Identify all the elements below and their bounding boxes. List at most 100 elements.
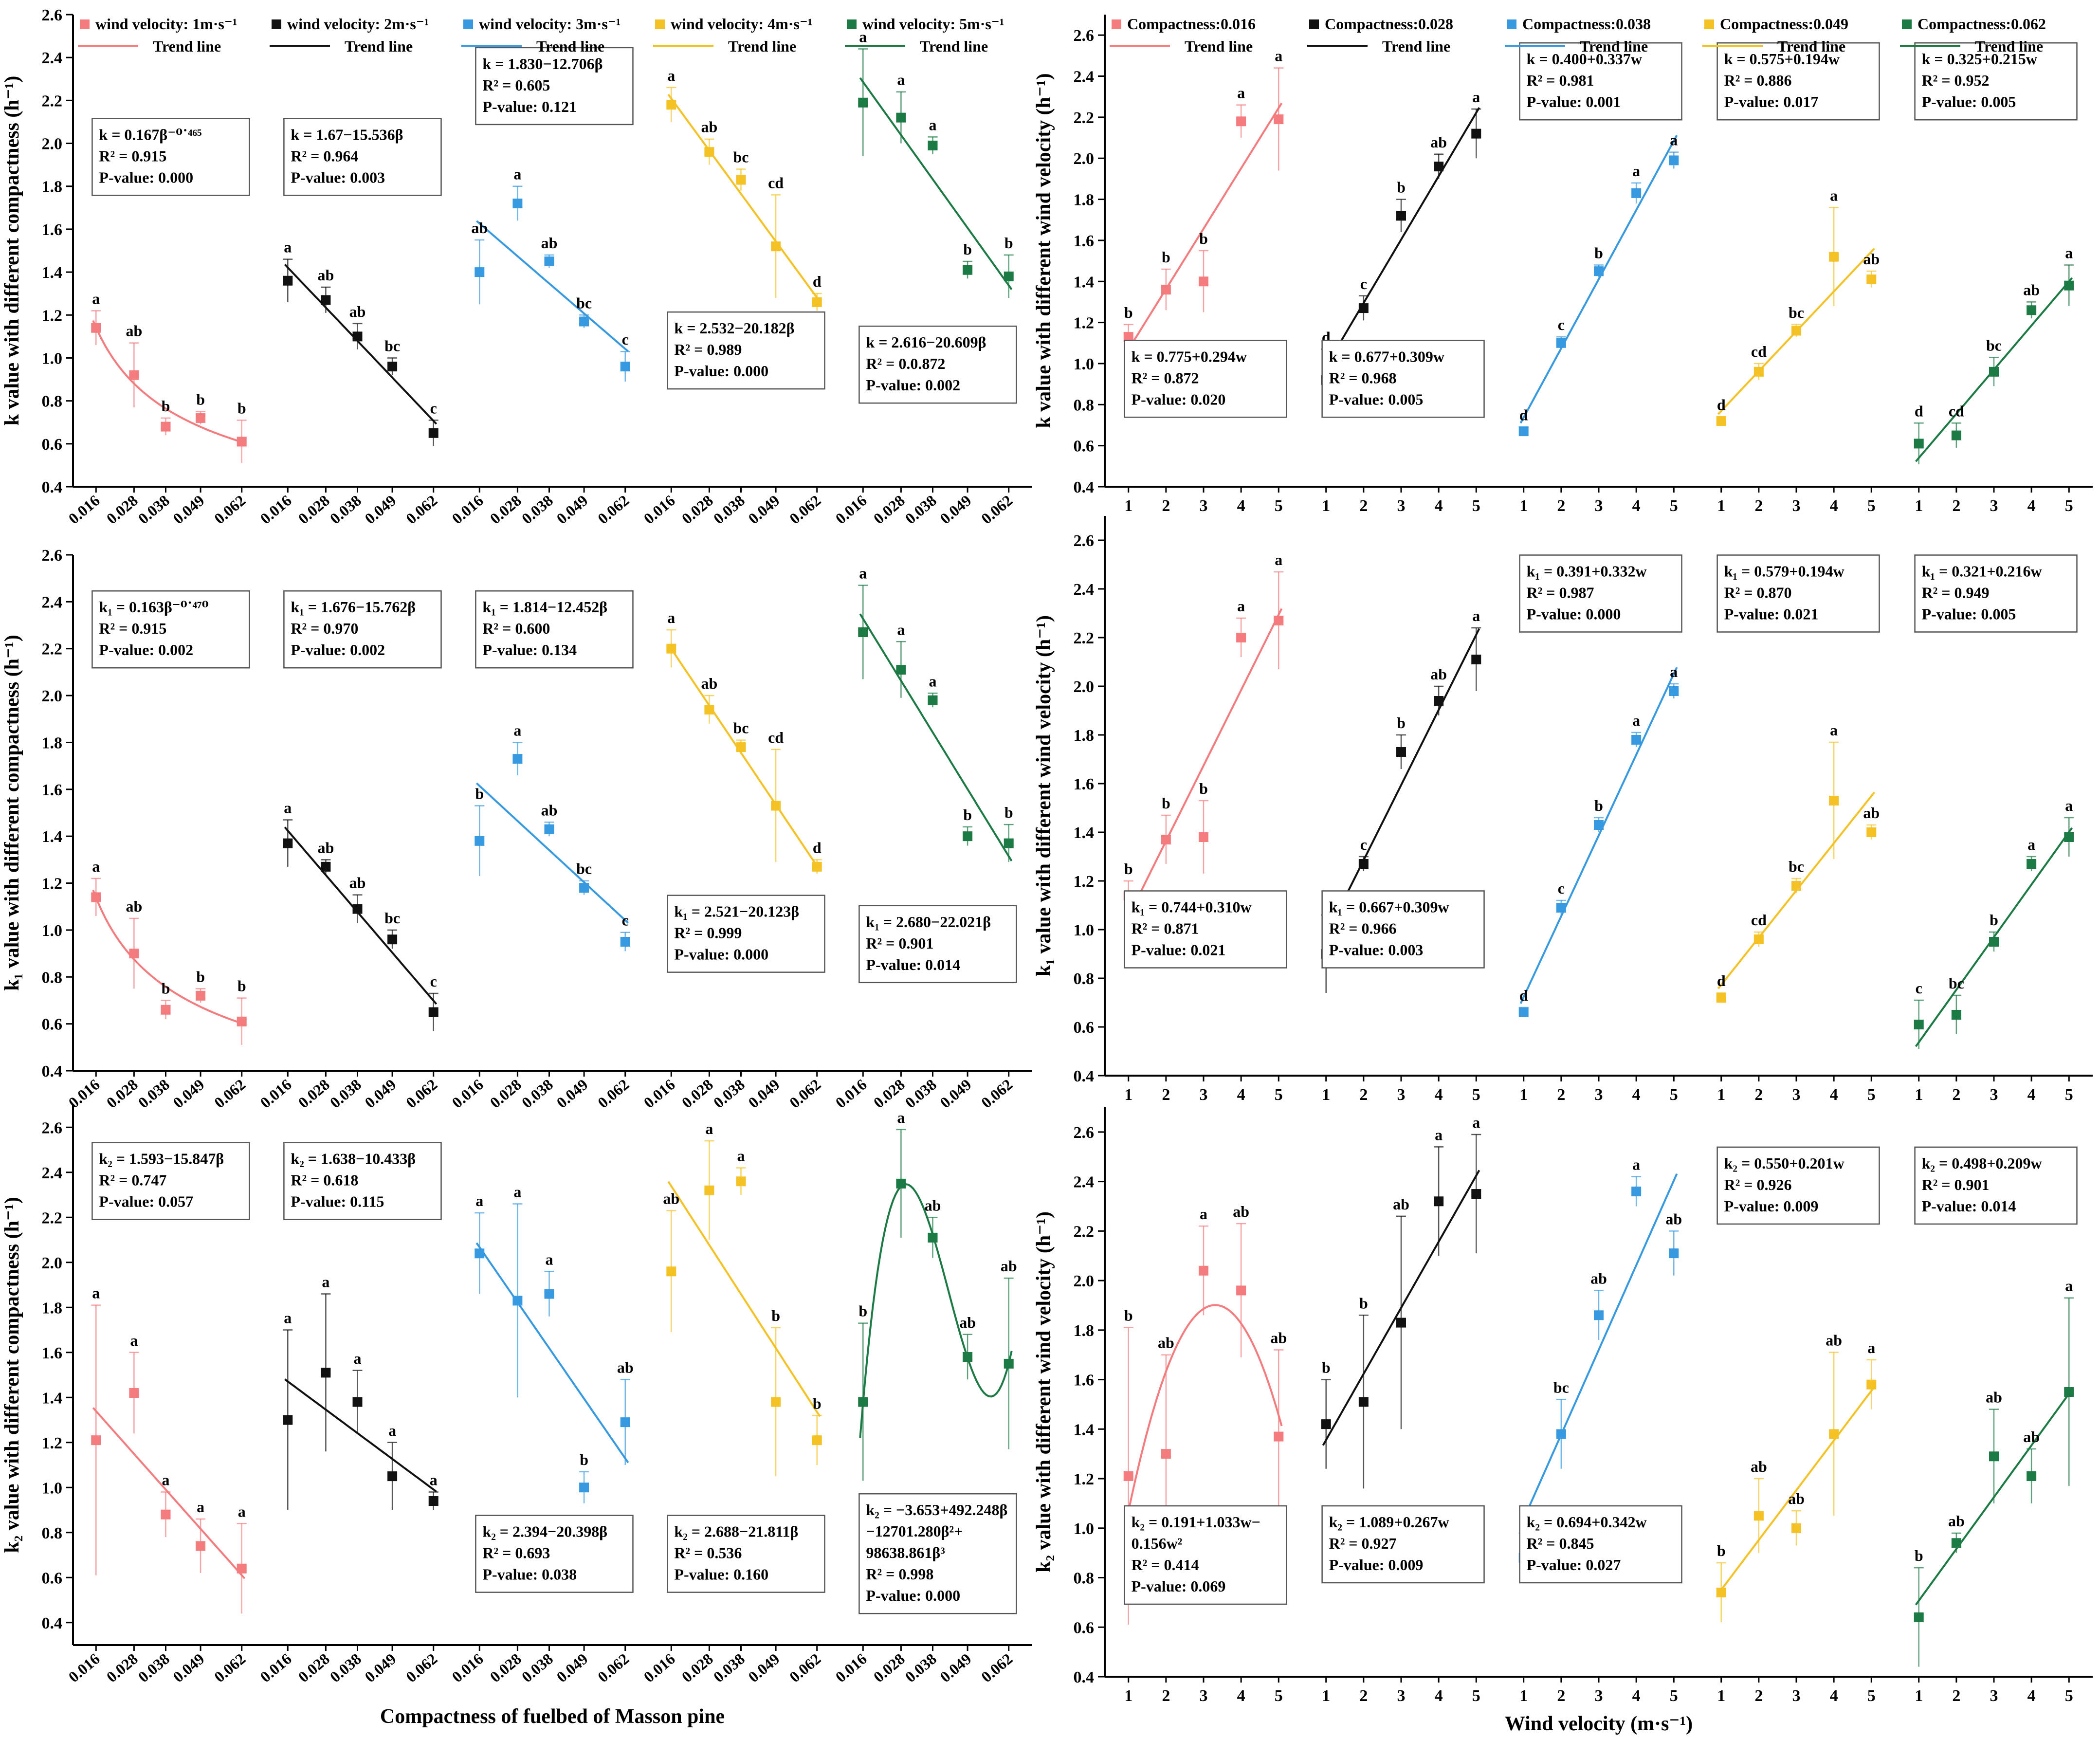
- x-tick-label: 3: [1595, 1086, 1603, 1104]
- stats-text: R² = 0.747: [99, 1172, 166, 1189]
- x-tick-label: 0.062: [211, 1076, 249, 1112]
- significance-letter: bc: [1949, 974, 1964, 992]
- stats-text: P-value: 0.027: [1527, 1556, 1621, 1574]
- data-point: [1829, 1429, 1839, 1439]
- x-tick-label: 1: [1519, 497, 1528, 515]
- stats-text: P-value: 0.002: [99, 641, 193, 659]
- x-tick-label: 5: [1275, 1687, 1283, 1705]
- series-group-4: d cd bc a ab 1 2 3 4 5 k₁ = 0.579+0.194w R² = 0.870…: [1716, 554, 1880, 1104]
- stats-text: P-value: 0.000: [674, 362, 768, 380]
- stats-text: k₂ = 0.550+0.201w: [1724, 1154, 1844, 1172]
- stats-box: [1914, 554, 2078, 633]
- x-tick-label: 0.049: [745, 1076, 783, 1112]
- significance-letter: b: [475, 785, 484, 803]
- x-tick-label: 4: [1632, 1086, 1641, 1104]
- data-point: [1161, 1449, 1171, 1459]
- data-point: [1669, 1248, 1679, 1259]
- data-point: [283, 275, 293, 286]
- stats-text: k₁ = 2.521−20.123β: [674, 903, 799, 920]
- x-tick-label: 3: [1595, 497, 1603, 515]
- x-tick-label: 0.028: [487, 492, 525, 528]
- y-tick-label: 2.2: [1074, 629, 1095, 647]
- stats-text: R² = 0.618: [291, 1172, 358, 1189]
- significance-letter: c: [1360, 836, 1367, 853]
- y-tick-label: 1.6: [1074, 775, 1095, 793]
- significance-letter: cd: [768, 174, 784, 191]
- stats-box: [667, 895, 825, 973]
- significance-letter: ab: [1393, 1195, 1409, 1213]
- x-tick-label: 2: [1952, 1086, 1960, 1104]
- x-tick-label: 4: [1830, 497, 1838, 515]
- y-tick-label: 2.6: [42, 547, 63, 565]
- stats-text: P-value: 0.003: [1329, 941, 1424, 959]
- significance-letter: b: [1124, 1307, 1133, 1324]
- x-tick-label: 3: [1792, 1687, 1801, 1705]
- stats-box: [1321, 1505, 1485, 1584]
- stats-text: P-value: 0.005: [1329, 390, 1424, 408]
- y-tick-label: 2.0: [42, 687, 63, 705]
- significance-letter: cd: [1751, 911, 1767, 929]
- significance-letter: cd: [1949, 402, 1964, 420]
- stats-text: R² = 0.989: [674, 341, 742, 358]
- significance-letter: a: [1472, 607, 1480, 624]
- stats-text: k₁ = 0.391+0.332w: [1527, 563, 1647, 580]
- data-point: [928, 695, 938, 705]
- legend-trend-label: Trend line: [920, 37, 988, 55]
- data-point: [352, 904, 363, 914]
- significance-letter: a: [2027, 836, 2035, 853]
- y-tick-label: 2.4: [1074, 1173, 1095, 1191]
- significance-letter: a: [1472, 1114, 1480, 1131]
- y-tick-label: 2.6: [1074, 27, 1095, 45]
- y-tick-label: 2.0: [1074, 150, 1095, 168]
- data-point: [620, 1417, 630, 1428]
- significance-letter: a: [1237, 84, 1245, 102]
- x-tick-label: 3: [1200, 497, 1208, 515]
- legend-marker: [1704, 19, 1714, 29]
- x-tick-label: 0.049: [169, 1650, 207, 1686]
- x-tick-label: 0.062: [594, 1076, 632, 1112]
- stats-text: P-value: 0.000: [1527, 605, 1621, 623]
- data-point: [512, 1296, 523, 1306]
- stats-text: 0.156w²: [1132, 1535, 1183, 1552]
- significance-letter: b: [1990, 911, 1998, 929]
- significance-letter: a: [513, 1183, 521, 1201]
- y-tick-label: 1.0: [42, 922, 63, 940]
- legend-trend-label: Trend line: [1185, 37, 1253, 55]
- x-tick-label: 0.049: [361, 492, 399, 528]
- stats-box: [1124, 1505, 1287, 1605]
- data-point: [1236, 116, 1246, 127]
- stats-box: [858, 905, 1017, 984]
- data-point: [352, 331, 363, 342]
- data-point: [1471, 655, 1481, 664]
- legend-marker: [80, 19, 90, 29]
- legend-trend-label: Trend line: [153, 37, 221, 55]
- data-point: [387, 934, 398, 945]
- data-point: [196, 990, 206, 1001]
- data-point: [1471, 1189, 1481, 1199]
- stats-text: k = 1.67−15.536β: [291, 126, 403, 143]
- data-point: [1866, 827, 1877, 837]
- data-point: [1199, 276, 1208, 287]
- trend-line: [1124, 608, 1283, 923]
- significance-letter: b: [1322, 1359, 1331, 1376]
- stats-text: k₂ = 0.191+1.033w−: [1132, 1513, 1260, 1531]
- significance-letter: ab: [1270, 1329, 1287, 1347]
- data-point: [1396, 211, 1406, 221]
- x-tick-label: 4: [2027, 497, 2036, 515]
- stats-text: k = 2.616−20.609β: [866, 333, 986, 351]
- data-point: [1951, 1010, 1961, 1020]
- data-point: [1358, 1397, 1369, 1407]
- x-axis-label: Wind velocity (m·s⁻¹): [1505, 1713, 1693, 1735]
- stats-box: [858, 1493, 1017, 1614]
- x-tick-label: 4: [2027, 1687, 2036, 1705]
- x-tick-label: 0.028: [295, 1076, 333, 1112]
- significance-letter: ab: [2023, 1428, 2040, 1446]
- data-point: [544, 256, 554, 267]
- x-tick-label: 0.016: [832, 492, 870, 528]
- data-point: [161, 421, 171, 432]
- x-tick-label: 0.038: [135, 1076, 173, 1112]
- data-point: [1518, 426, 1529, 437]
- legend-label: wind velocity: 5m·s⁻¹: [862, 15, 1004, 33]
